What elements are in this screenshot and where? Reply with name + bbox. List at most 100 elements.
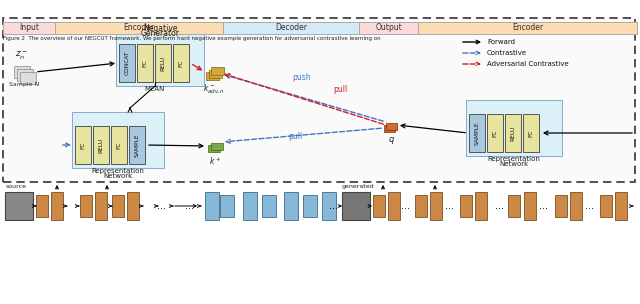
- Bar: [209, 70, 221, 78]
- Text: FC: FC: [179, 59, 184, 67]
- Text: ...: ...: [445, 201, 454, 211]
- Text: push: push: [292, 73, 311, 82]
- Text: Decoder: Decoder: [275, 23, 307, 33]
- Bar: [475, 192, 487, 220]
- Bar: [243, 192, 257, 220]
- Text: ...: ...: [401, 201, 410, 211]
- Text: Representation: Representation: [488, 156, 540, 162]
- Bar: [14, 66, 30, 78]
- Bar: [211, 143, 223, 150]
- Text: FC: FC: [493, 129, 497, 137]
- Text: SAMPLE: SAMPLE: [474, 121, 479, 145]
- Bar: [75, 126, 91, 164]
- Text: Encoder: Encoder: [124, 23, 154, 33]
- Text: RELU: RELU: [161, 55, 166, 71]
- Bar: [51, 192, 63, 220]
- Text: generated: generated: [342, 184, 374, 189]
- Text: ...: ...: [586, 201, 595, 211]
- Text: pull: pull: [288, 132, 302, 141]
- Text: Encoder: Encoder: [512, 23, 543, 33]
- Bar: [17, 69, 33, 81]
- Text: Network: Network: [104, 173, 132, 179]
- Bar: [111, 126, 127, 164]
- Text: ...: ...: [186, 201, 195, 211]
- Bar: [3, 18, 635, 182]
- Bar: [373, 195, 385, 217]
- Bar: [415, 195, 427, 217]
- Text: FC: FC: [529, 129, 534, 137]
- Bar: [20, 72, 36, 84]
- Text: Sample N: Sample N: [9, 82, 39, 87]
- Bar: [72, 112, 164, 168]
- Text: FC: FC: [116, 141, 122, 149]
- Bar: [523, 114, 539, 152]
- Text: Representation: Representation: [92, 168, 145, 174]
- Bar: [505, 114, 521, 152]
- Bar: [466, 100, 562, 156]
- Bar: [211, 67, 224, 75]
- Bar: [487, 114, 503, 152]
- Text: Contrastive: Contrastive: [487, 50, 527, 56]
- Bar: [208, 145, 220, 152]
- Text: Generator: Generator: [141, 29, 179, 38]
- Bar: [95, 192, 107, 220]
- Text: $z_n^-$: $z_n^-$: [15, 50, 29, 62]
- Text: Input: Input: [19, 23, 39, 33]
- Text: $k^+$: $k^+$: [209, 155, 221, 167]
- Bar: [5, 192, 33, 220]
- Bar: [206, 72, 219, 80]
- Text: CONCAT: CONCAT: [125, 51, 129, 75]
- Bar: [469, 114, 485, 152]
- Text: ...: ...: [495, 201, 504, 211]
- Bar: [127, 192, 139, 220]
- Text: FC: FC: [143, 59, 147, 67]
- Bar: [137, 44, 153, 82]
- Text: FC: FC: [81, 141, 86, 149]
- Bar: [3, 22, 55, 34]
- Text: pull: pull: [333, 85, 347, 94]
- Bar: [460, 195, 472, 217]
- Text: ...: ...: [157, 201, 166, 211]
- Bar: [386, 123, 397, 130]
- Bar: [116, 28, 204, 86]
- Bar: [388, 192, 400, 220]
- Bar: [80, 195, 92, 217]
- Text: RELU: RELU: [99, 137, 104, 153]
- Bar: [322, 192, 336, 220]
- Text: MEAN: MEAN: [145, 86, 165, 92]
- Text: Adversarial Contrastive: Adversarial Contrastive: [487, 61, 568, 67]
- Bar: [524, 192, 536, 220]
- Bar: [359, 22, 419, 34]
- Text: SAMPLE: SAMPLE: [134, 133, 140, 157]
- Text: $q$: $q$: [387, 135, 394, 146]
- Bar: [36, 195, 48, 217]
- Bar: [508, 195, 520, 217]
- Bar: [555, 195, 567, 217]
- Text: source: source: [6, 184, 27, 189]
- Bar: [173, 44, 189, 82]
- Text: Network: Network: [499, 161, 529, 167]
- Text: Negative: Negative: [143, 24, 177, 33]
- Bar: [262, 195, 276, 217]
- Bar: [155, 44, 171, 82]
- Bar: [284, 192, 298, 220]
- Bar: [384, 125, 395, 132]
- Bar: [430, 192, 442, 220]
- Bar: [570, 192, 582, 220]
- Bar: [119, 44, 135, 82]
- Bar: [223, 22, 359, 34]
- Bar: [205, 192, 219, 220]
- Bar: [615, 192, 627, 220]
- Bar: [419, 22, 637, 34]
- Bar: [93, 126, 109, 164]
- Bar: [303, 195, 317, 217]
- Bar: [220, 195, 234, 217]
- Text: RELU: RELU: [511, 126, 515, 140]
- Bar: [342, 192, 370, 220]
- Bar: [55, 22, 223, 34]
- Bar: [112, 195, 124, 217]
- Text: Output: Output: [376, 23, 402, 33]
- Text: ...: ...: [328, 201, 337, 211]
- Bar: [600, 195, 612, 217]
- Bar: [129, 126, 145, 164]
